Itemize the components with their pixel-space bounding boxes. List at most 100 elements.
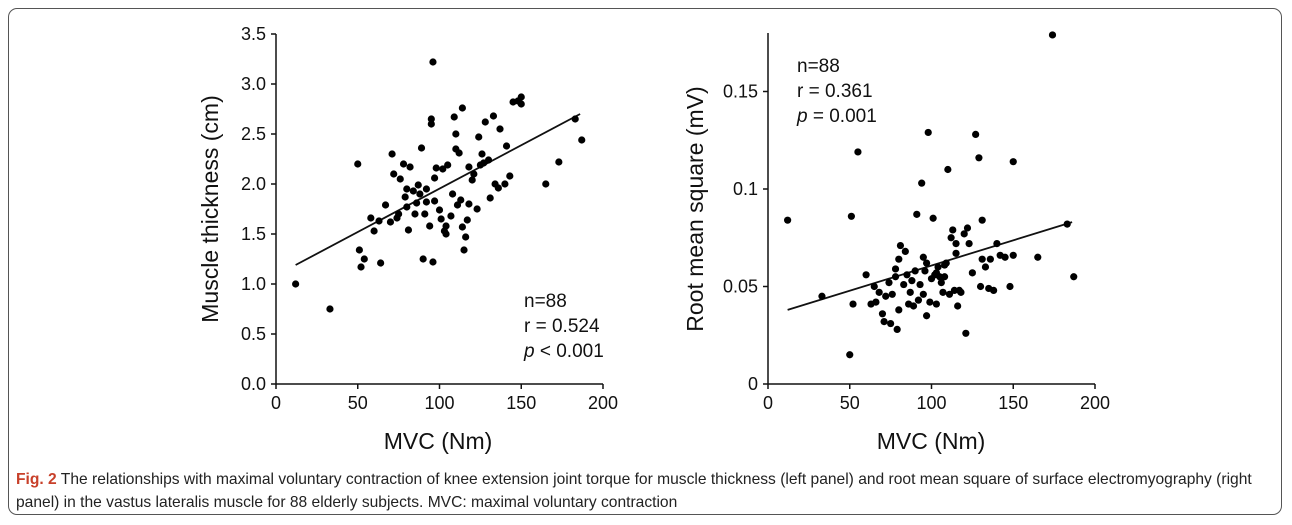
right-data-point <box>885 279 893 287</box>
right-data-point <box>945 290 954 298</box>
left-data-point <box>468 176 476 184</box>
left-data-point <box>401 193 409 201</box>
left-y-tick-label: 3.0 <box>241 74 266 94</box>
left-data-point <box>396 175 404 183</box>
left-y-tick-label: 3.5 <box>241 24 266 44</box>
right-data-point <box>929 214 937 222</box>
right-data-point <box>918 179 926 187</box>
right-data-point <box>896 241 905 250</box>
left-data-point <box>452 130 460 138</box>
left-data-point <box>447 212 455 220</box>
right-data-point <box>921 267 929 275</box>
left-data-point <box>417 144 426 152</box>
right-data-point <box>922 312 931 320</box>
right-data-point <box>976 282 985 291</box>
left-y-tick-label: 1.5 <box>241 224 266 244</box>
right-data-point <box>963 224 972 232</box>
left-data-point <box>475 133 483 141</box>
right-stat-n: n=88 <box>797 56 840 77</box>
right-data-point <box>893 325 901 333</box>
figure-frame <box>8 8 1282 515</box>
left-data-point <box>421 210 429 218</box>
right-data-point <box>924 128 932 137</box>
caption-text: The relationships with maximal voluntary… <box>16 471 1252 511</box>
left-data-point <box>386 218 395 226</box>
right-data-point <box>911 267 919 275</box>
left-data-point <box>419 255 427 263</box>
left-y-tick-label: 2.0 <box>241 174 266 194</box>
muscle-thickness-panel: Muscle thickness (cm) MVC (Nm) n=88 r = … <box>197 24 618 454</box>
left-y-axis-title: Muscle thickness (cm) <box>197 95 223 322</box>
right-data-point <box>847 212 855 220</box>
right-data-point <box>968 269 976 277</box>
right-regression-line <box>787 221 1073 311</box>
left-y-tick-label: 2.5 <box>241 124 266 144</box>
left-x-tick-label: 200 <box>588 393 618 413</box>
right-data-point <box>934 263 942 271</box>
right-data-point <box>972 130 980 138</box>
left-data-point <box>357 263 365 271</box>
left-data-point <box>555 158 563 166</box>
left-data-point <box>486 194 494 202</box>
right-data-point <box>1063 220 1071 228</box>
left-data-point <box>458 104 466 112</box>
right-x-tick-label: 200 <box>1080 393 1110 413</box>
right-x-axis-title: MVC (Nm) <box>877 428 986 454</box>
right-data-point <box>932 269 941 277</box>
left-data-point <box>427 115 435 123</box>
left-data-point <box>409 187 417 195</box>
right-x-tick-label: 50 <box>840 393 860 413</box>
left-x-axis-title: MVC (Nm) <box>384 428 493 454</box>
left-data-point <box>496 125 504 133</box>
right-data-point <box>916 280 924 289</box>
left-data-point <box>404 226 413 234</box>
right-data-point <box>1006 282 1014 291</box>
left-data-point <box>517 93 525 101</box>
left-stat-p: p < 0.001 <box>523 341 604 362</box>
left-data-point <box>517 100 525 108</box>
left-data-point <box>427 120 435 128</box>
right-data-point <box>962 329 970 337</box>
left-data-point <box>432 164 440 172</box>
right-data-point <box>880 318 888 326</box>
right-data-point <box>986 255 994 263</box>
right-data-point <box>878 310 887 318</box>
left-data-point <box>578 136 586 144</box>
right-y-tick-label: 0 <box>748 374 758 394</box>
left-x-tick-label: 0 <box>271 393 281 413</box>
left-data-point <box>360 255 368 263</box>
right-data-point <box>906 288 914 296</box>
right-data-point <box>949 226 957 234</box>
right-data-point <box>891 273 900 281</box>
right-data-point <box>1034 253 1042 261</box>
left-data-point <box>437 215 445 223</box>
left-data-point <box>354 160 362 168</box>
left-stat-r: r = 0.524 <box>524 316 600 337</box>
left-data-point <box>450 113 458 121</box>
left-data-point <box>458 223 466 231</box>
right-data-point <box>854 148 862 156</box>
left-data-point <box>542 180 550 188</box>
right-data-point <box>901 247 909 255</box>
left-data-point <box>399 160 408 168</box>
right-data-point <box>846 351 854 359</box>
left-data-point <box>429 58 437 66</box>
right-data-point <box>875 288 883 296</box>
right-data-point <box>944 165 952 174</box>
left-data-point <box>457 196 465 204</box>
right-data-point <box>895 255 903 263</box>
left-data-point <box>439 165 447 173</box>
left-data-point <box>413 199 421 207</box>
right-data-point <box>849 300 857 308</box>
right-data-point <box>942 259 950 267</box>
right-data-point <box>870 282 878 291</box>
left-data-point <box>355 246 363 254</box>
right-data-point <box>914 296 923 304</box>
left-data-point <box>422 198 431 206</box>
right-data-point <box>937 279 945 287</box>
right-data-point <box>908 277 916 285</box>
left-x-tick-label: 100 <box>424 393 454 413</box>
right-data-point <box>926 298 934 306</box>
right-data-point <box>891 265 900 273</box>
